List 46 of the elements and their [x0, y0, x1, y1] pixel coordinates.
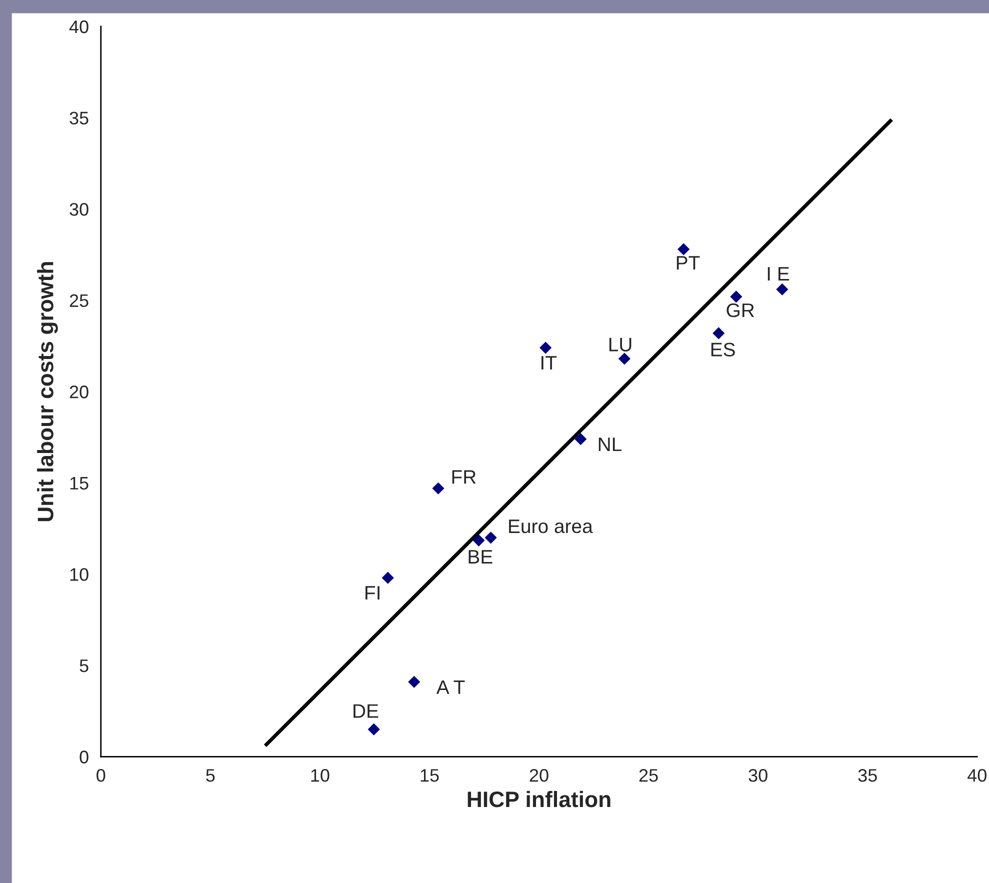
point	[730, 290, 742, 303]
annotation: A T	[436, 680, 465, 694]
annotation: IT	[542, 356, 557, 370]
x-tick-label: 40	[968, 769, 986, 782]
x-axis-title: HICP inflation	[468, 790, 610, 808]
annotation: BE	[468, 550, 492, 564]
point	[540, 342, 552, 354]
annotation: DE	[354, 704, 378, 718]
annotation: FR	[452, 470, 476, 484]
x-tick-label: 35	[858, 769, 877, 782]
point	[618, 352, 630, 365]
x-tick-label: 20	[530, 769, 548, 782]
x-tick-label: 5	[206, 769, 215, 782]
annotation: GR	[726, 303, 754, 318]
y-tick-label: 20	[70, 386, 88, 398]
annotation: FI	[366, 586, 380, 600]
point	[776, 283, 788, 296]
x-tick-label: 30	[748, 769, 768, 782]
x-tick-label: 10	[311, 769, 330, 782]
point	[382, 572, 394, 584]
y-tick-label: 15	[70, 477, 88, 490]
x-tick-label: 0	[96, 769, 106, 782]
y-tick-label: 0	[80, 750, 88, 764]
y-tick-label: 40	[69, 20, 88, 34]
y-tick-label: 35	[70, 112, 88, 124]
x-tick-label: 15	[420, 769, 439, 782]
point	[432, 482, 444, 494]
annotation: LU	[609, 338, 632, 352]
point	[368, 723, 380, 736]
x-tick-label: 25	[639, 769, 658, 782]
point	[574, 433, 587, 446]
point	[678, 243, 690, 256]
point	[484, 532, 497, 544]
point	[408, 676, 420, 688]
y-tick-label: 30	[70, 202, 88, 216]
y-axis-title: Unit labour costs growth	[37, 262, 58, 522]
y-tick-label: 10	[70, 568, 88, 581]
point	[472, 534, 485, 546]
annotation: Euro area	[509, 520, 593, 534]
annotation: NL	[598, 438, 622, 452]
annotation: ES	[711, 342, 735, 356]
y-tick-label: 5	[80, 660, 88, 672]
point	[712, 327, 725, 340]
y-tick-label: 25	[70, 294, 88, 308]
annotation: I E	[768, 267, 790, 281]
annotation: PT	[676, 256, 700, 270]
